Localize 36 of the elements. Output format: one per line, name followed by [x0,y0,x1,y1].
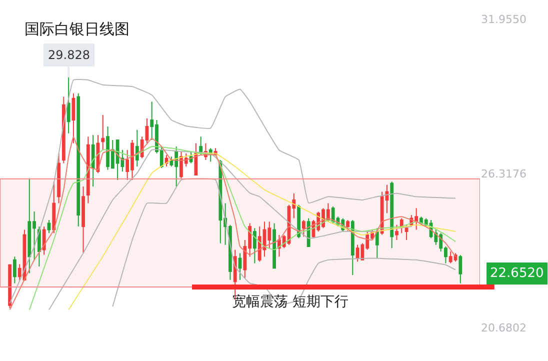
candlestick [8,264,12,309]
candlestick [47,219,51,234]
candlestick [42,226,46,256]
candlestick [72,92,76,144]
line-series [48,149,412,310]
candlestick [238,252,242,280]
candlestick [135,129,139,168]
candlestick [194,142,198,176]
candlestick [52,181,56,234]
candlestick [101,114,105,150]
line-series [112,178,456,307]
candlestick [404,224,408,240]
candlestick [12,256,16,284]
candlestick [37,226,41,267]
candlestick [346,219,350,232]
annotation: 29.828 [48,48,90,62]
candlestick [458,254,462,284]
candlestick [62,96,66,164]
annotation: 宽幅震荡 短期下行 [232,294,348,310]
text: 22.6520 [490,266,544,281]
candlestick [272,222,276,269]
candlestick [400,218,404,234]
candlestick [390,181,394,249]
candlestick [302,219,306,238]
y-tick-label: 26.3176 [481,167,526,180]
candlestick [395,224,398,240]
candlestick [350,219,354,276]
candlestick [82,186,85,254]
candlestick [252,228,256,264]
text: 国际白银日线图 [24,20,130,38]
candlestick [76,92,80,228]
candlestick [57,152,60,204]
candlestick [86,136,90,204]
candlestick [91,134,95,188]
y-tick-label: 20.6802 [481,322,526,335]
y-tick-label: 31.9550 [481,12,526,26]
